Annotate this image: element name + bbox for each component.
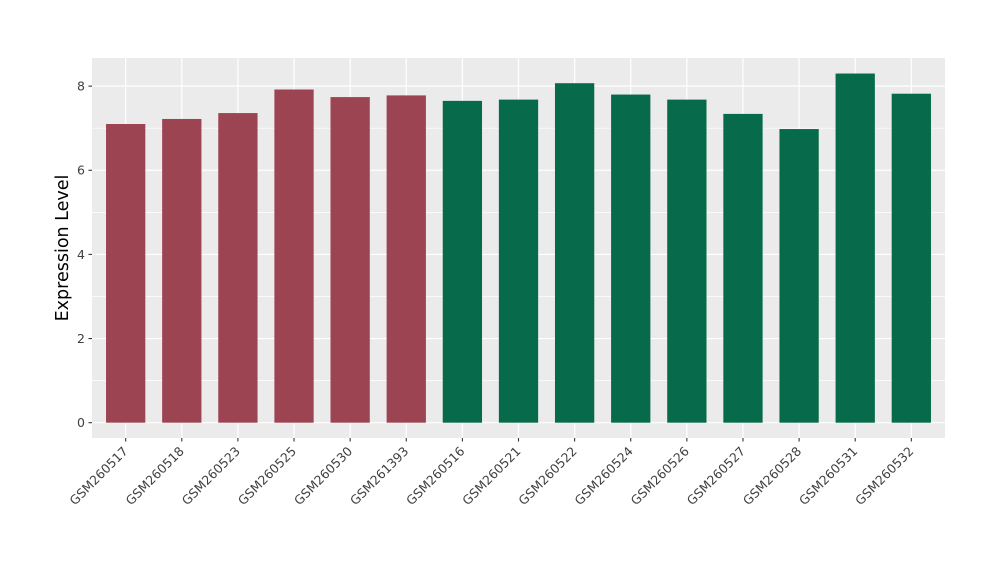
- bar-GSM260516: [442, 100, 483, 423]
- bar-GSM260517: [106, 124, 146, 423]
- bar-GSM260518: [162, 118, 202, 423]
- y-axis-title: Expression Level: [53, 175, 73, 322]
- x-tick-label-GSM261393: GSM261393: [347, 444, 411, 508]
- y-tick-label: 0: [77, 415, 85, 430]
- bar-GSM261393: [386, 95, 426, 423]
- x-tick-label-GSM260524: GSM260524: [571, 443, 635, 507]
- bar-GSM260526: [667, 99, 707, 423]
- bar-GSM260524: [611, 94, 651, 423]
- bar-GSM260525: [274, 89, 314, 423]
- y-tick-label: 8: [77, 79, 85, 94]
- x-tick-label-GSM260531: GSM260531: [796, 444, 860, 508]
- y-tick-label: 6: [77, 163, 85, 178]
- x-tick-label-GSM260518: GSM260518: [122, 443, 186, 507]
- x-tick-label-GSM260516: GSM260516: [403, 443, 467, 507]
- bar-GSM260521: [498, 99, 539, 423]
- x-tick-label-GSM260525: GSM260525: [235, 444, 299, 508]
- x-tick-label-GSM260530: GSM260530: [291, 443, 355, 507]
- x-tick-label-GSM260521: GSM260521: [459, 444, 523, 508]
- bar-GSM260530: [330, 97, 370, 423]
- x-tick-label-GSM260517: GSM260517: [66, 444, 130, 508]
- bar-GSM260528: [779, 129, 819, 423]
- x-tick-label-GSM260527: GSM260527: [684, 444, 748, 508]
- bar-GSM260522: [554, 83, 595, 423]
- bar-GSM260523: [218, 113, 258, 423]
- bar-GSM260532: [891, 93, 931, 423]
- x-tick-label-GSM260526: GSM260526: [628, 443, 692, 507]
- x-tick-label-GSM260528: GSM260528: [740, 443, 804, 507]
- bar-GSM260531: [835, 73, 875, 423]
- x-tick-label-GSM260523: GSM260523: [179, 444, 243, 508]
- y-tick-label: 2: [77, 331, 85, 346]
- bar-GSM260527: [723, 113, 763, 423]
- x-tick-label-GSM260532: GSM260532: [852, 444, 916, 508]
- y-tick-label: 4: [77, 247, 85, 262]
- x-tick-label-GSM260522: GSM260522: [515, 444, 579, 508]
